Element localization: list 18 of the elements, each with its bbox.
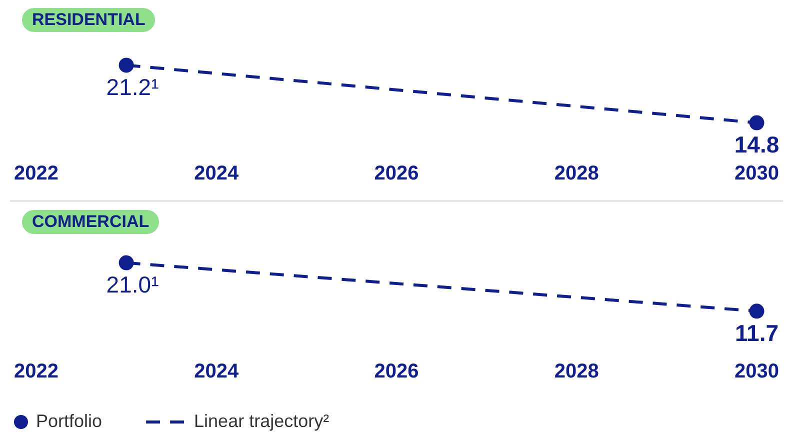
- x-tick-label: 2026: [374, 162, 419, 185]
- x-tick-label: 2024: [194, 360, 240, 383]
- x-tick-label: 2022: [14, 162, 58, 185]
- x-tick-label: 2028: [554, 162, 599, 185]
- x-tick-label: 2030: [734, 360, 780, 383]
- x-tick-label: 2028: [554, 360, 599, 383]
- data-label: 11.7: [735, 320, 779, 346]
- x-tick-label: 2022: [14, 360, 58, 383]
- chart-title: COMMERCIAL: [22, 210, 160, 234]
- data-label: 14.8: [734, 132, 780, 158]
- data-label: 21.0¹: [106, 272, 160, 298]
- legend-label: Portfolio: [36, 410, 102, 431]
- data-label: 21.2¹: [106, 74, 160, 100]
- x-tick-label: 2030: [734, 162, 780, 185]
- chart-title: RESIDENTIAL: [22, 8, 156, 32]
- x-tick-label: 2024: [194, 162, 240, 185]
- x-tick-label: 2026: [374, 360, 419, 383]
- legend-label: Linear trajectory²: [194, 410, 330, 431]
